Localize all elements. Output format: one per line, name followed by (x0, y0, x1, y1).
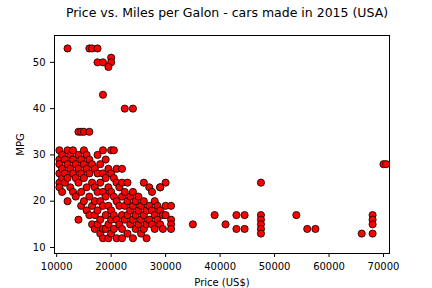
svg-text:50: 50 (33, 57, 46, 68)
svg-text:40: 40 (33, 103, 46, 114)
svg-text:30: 30 (33, 149, 46, 160)
svg-text:20: 20 (33, 195, 46, 206)
svg-text:30000: 30000 (150, 261, 182, 272)
svg-text:50000: 50000 (259, 261, 291, 272)
html-text:Price vs. Miles per Galon - ca: Price vs. Miles per Galon - cars made in… (65, 5, 389, 20)
svg-text:70000: 70000 (368, 261, 400, 272)
svg-text:60000: 60000 (313, 261, 345, 272)
svg-text:MPG: MPG (15, 133, 26, 155)
svg-text:40000: 40000 (204, 261, 236, 272)
svg-text:10: 10 (33, 242, 46, 253)
svg-text:10000: 10000 (41, 261, 73, 272)
svg-text:20000: 20000 (95, 261, 127, 272)
svg-text:Price (US$): Price (US$) (194, 277, 250, 288)
